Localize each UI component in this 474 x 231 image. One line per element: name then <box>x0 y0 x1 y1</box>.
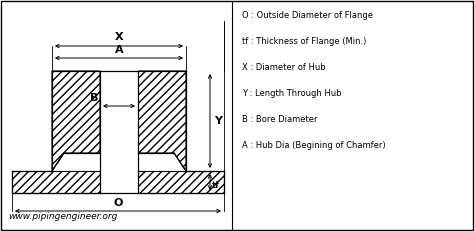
Bar <box>100 71 138 193</box>
Text: A : Hub Dia (Begining of Chamfer): A : Hub Dia (Begining of Chamfer) <box>242 141 386 150</box>
Polygon shape <box>138 71 186 171</box>
Text: X: X <box>115 32 123 42</box>
Text: Y: Y <box>214 116 222 126</box>
Polygon shape <box>138 171 224 193</box>
Text: O: O <box>113 198 123 208</box>
Polygon shape <box>52 71 100 171</box>
Text: tf: tf <box>212 180 220 189</box>
Text: tf : Thickness of Flange (Min.): tf : Thickness of Flange (Min.) <box>242 37 366 46</box>
Text: B: B <box>90 93 98 103</box>
Text: X : Diameter of Hub: X : Diameter of Hub <box>242 63 326 72</box>
Text: www.pipingengineer.org: www.pipingengineer.org <box>8 212 118 221</box>
Text: B : Bore Diameter: B : Bore Diameter <box>242 115 318 124</box>
Polygon shape <box>12 171 100 193</box>
Text: O : Outside Diameter of Flange: O : Outside Diameter of Flange <box>242 11 373 20</box>
Text: A: A <box>115 45 123 55</box>
Text: Y : Length Through Hub: Y : Length Through Hub <box>242 89 341 98</box>
